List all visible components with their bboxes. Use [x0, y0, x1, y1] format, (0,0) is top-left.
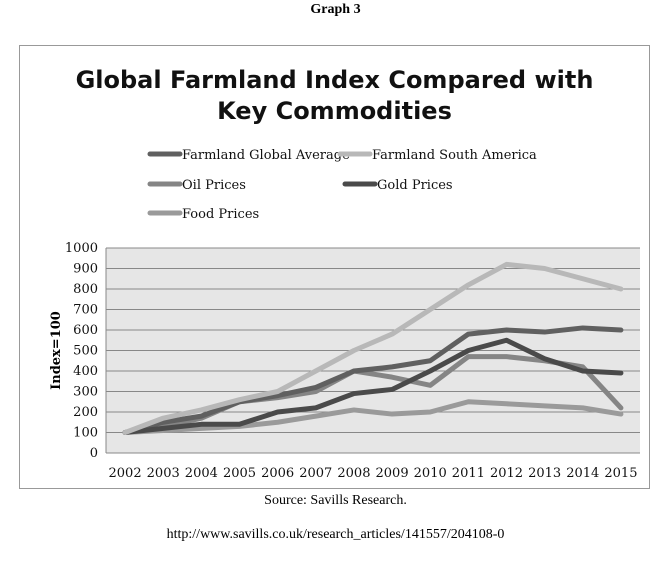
series-line-gold-prices	[122, 337, 624, 435]
chart-frame	[19, 45, 650, 489]
y-tick-label: 900	[73, 262, 98, 277]
x-tick-label: 2015	[604, 466, 637, 481]
x-tick-label: 2004	[185, 466, 218, 481]
y-tick-label: 600	[73, 323, 98, 338]
chart-title-line-1: Global Farmland Index Compared with	[75, 66, 594, 94]
y-tick-label: 500	[73, 344, 98, 359]
y-tick-label: 700	[73, 303, 98, 318]
x-tick-label: 2008	[337, 466, 370, 481]
legend-label: Farmland Global Average	[182, 148, 350, 163]
y-tick-label: 400	[73, 364, 98, 379]
x-tick-label: 2012	[490, 466, 523, 481]
legend-label: Food Prices	[182, 207, 259, 222]
chart-title-line-2: Key Commodities	[217, 97, 452, 125]
x-tick-label: 2009	[376, 466, 409, 481]
y-tick-label: 800	[73, 282, 98, 297]
series-line-food-prices	[122, 399, 624, 435]
y-axis-label: Index=100	[49, 311, 64, 390]
x-tick-label: 2013	[528, 466, 561, 481]
y-tick-label: 300	[73, 385, 98, 400]
x-tick-label: 2010	[414, 466, 447, 481]
x-tick-label: 2014	[566, 466, 599, 481]
y-tick-label: 0	[90, 446, 98, 461]
x-tick-label: 2007	[299, 466, 332, 481]
chart-title: Global Farmland Index Compared with Key …	[19, 65, 650, 127]
x-tick-label: 2003	[147, 466, 180, 481]
x-tick-label: 2006	[261, 466, 294, 481]
y-tick-label: 100	[73, 426, 98, 441]
source-url[interactable]: http://www.savills.co.uk/research_articl…	[166, 527, 505, 542]
y-tick-label: 1000	[65, 241, 98, 256]
source-note: Source: Savills Research.	[264, 493, 407, 508]
x-tick-label: 2011	[452, 466, 485, 481]
legend-label: Farmland South America	[372, 148, 537, 163]
legend-label: Gold Prices	[377, 178, 453, 193]
series-line-farmland-global-average	[122, 325, 624, 435]
series-line-farmland-south-america	[122, 261, 624, 435]
y-tick-label: 200	[73, 405, 98, 420]
legend-label: Oil Prices	[182, 178, 246, 193]
x-tick-label: 2002	[109, 466, 142, 481]
x-tick-label: 2005	[223, 466, 256, 481]
graph-label: Graph 3	[310, 2, 361, 17]
